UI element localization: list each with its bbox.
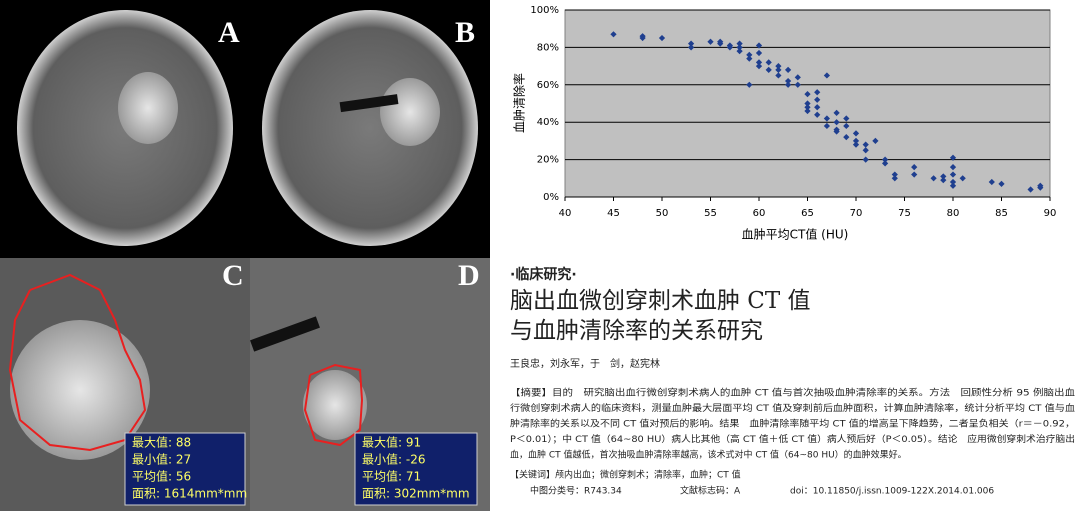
readout-line: 平均值: 56 — [132, 469, 191, 484]
point — [639, 34, 646, 42]
hematoma — [303, 370, 367, 440]
x-tick-label: 40 — [559, 208, 572, 219]
y-tick-label: 80% — [537, 42, 559, 53]
meta: doi：10.11850/j.issn.1009-122X.2014.01.00… — [790, 487, 994, 497]
panel-label: C — [222, 259, 244, 292]
x-tick-label: 85 — [995, 208, 1008, 219]
y-tick-label: 60% — [537, 80, 559, 91]
abstract-line: 【摘要】目的 研究脑出血行微创穿刺术病人的血肿 CT 值与首次抽吸血肿清除率的关… — [510, 387, 1075, 399]
readout-box — [124, 432, 246, 506]
point — [1027, 186, 1034, 193]
y-tick-label: 40% — [537, 117, 559, 128]
x-tick-label: 50 — [656, 208, 669, 219]
point — [784, 81, 792, 88]
point — [1037, 182, 1044, 189]
contour — [303, 363, 364, 447]
needle — [339, 94, 399, 113]
point — [833, 119, 840, 126]
x-tick-label: 80 — [947, 208, 960, 219]
ct-scan — [262, 10, 478, 246]
panel-label: A — [218, 16, 240, 49]
x-axis-label: 血肿平均CT值 (HU) — [742, 227, 849, 242]
authors: 王良忠，刘永军，于 剑，赵宪林 — [510, 357, 660, 370]
meta: 中图分类号：R743.34 — [530, 485, 622, 497]
readout-line: 最小值: -26 — [362, 452, 425, 467]
x-tick-label: 65 — [801, 208, 814, 219]
x-tick-label: 70 — [850, 208, 863, 219]
readout-line: 最小值: 27 — [132, 452, 191, 467]
x-tick-label: 45 — [607, 208, 620, 219]
abstract-line: P＜0.01）；中 CT 值（64~80 HU）病人比其他（高 CT 值＋低 C… — [510, 433, 1075, 445]
x-tick-label: 55 — [704, 208, 717, 219]
hematoma — [10, 320, 150, 460]
readout-line: 平均值: 71 — [362, 469, 421, 484]
hematoma — [380, 78, 440, 146]
hematoma — [118, 72, 178, 144]
x-tick-label: 60 — [753, 208, 766, 219]
abstract-line: 肿清除率的关系以及不同 CT 值对预后的影响。结果 血肿清除率随平均 CT 值的… — [510, 418, 1075, 430]
point — [784, 77, 792, 85]
point — [784, 66, 792, 73]
readout-line: 面积: 1614mm*mm — [132, 487, 247, 501]
x-tick-label: 90 — [1044, 208, 1057, 219]
y-axis-label: 血肿清除率 — [512, 73, 527, 133]
abstract-line: 行微创穿刺术病人的临床资料，测量血肿最大层面平均 CT 值及穿刺前后血肿面积，计… — [510, 402, 1075, 414]
point — [833, 109, 840, 116]
article-title: 脑出血微创穿刺术血肿 CT 值 — [510, 288, 811, 314]
y-tick-label: 0% — [543, 192, 559, 203]
panel-label: B — [455, 16, 475, 49]
abstract-line: 血，血肿 CT 值越低，首次抽吸血肿清除率越高，该术式对中 CT 值（64~80… — [510, 449, 907, 461]
readout-line: 最大值: 88 — [132, 435, 191, 450]
meta: 文献标志码：A — [680, 485, 741, 497]
needle — [250, 316, 320, 352]
article-title: 与血肿清除率的关系研究 — [510, 318, 763, 344]
point — [687, 44, 695, 51]
y-tick-label: 100% — [530, 5, 559, 16]
readout-line: 最大值: 91 — [362, 435, 421, 450]
panel-label: D — [458, 259, 480, 292]
point — [736, 40, 743, 47]
point — [736, 44, 743, 51]
contour — [8, 273, 147, 452]
readout-box — [354, 432, 478, 506]
readout-line: 面积: 302mm*mm — [362, 487, 470, 501]
y-tick-label: 20% — [537, 155, 559, 166]
point — [687, 40, 695, 47]
point — [736, 48, 743, 55]
keywords: 【关键词】颅内出血；微创穿刺术；清除率，血肿；CT 值 — [510, 469, 741, 481]
x-tick-label: 75 — [898, 208, 911, 219]
section-label: ·临床研究· — [510, 266, 577, 283]
